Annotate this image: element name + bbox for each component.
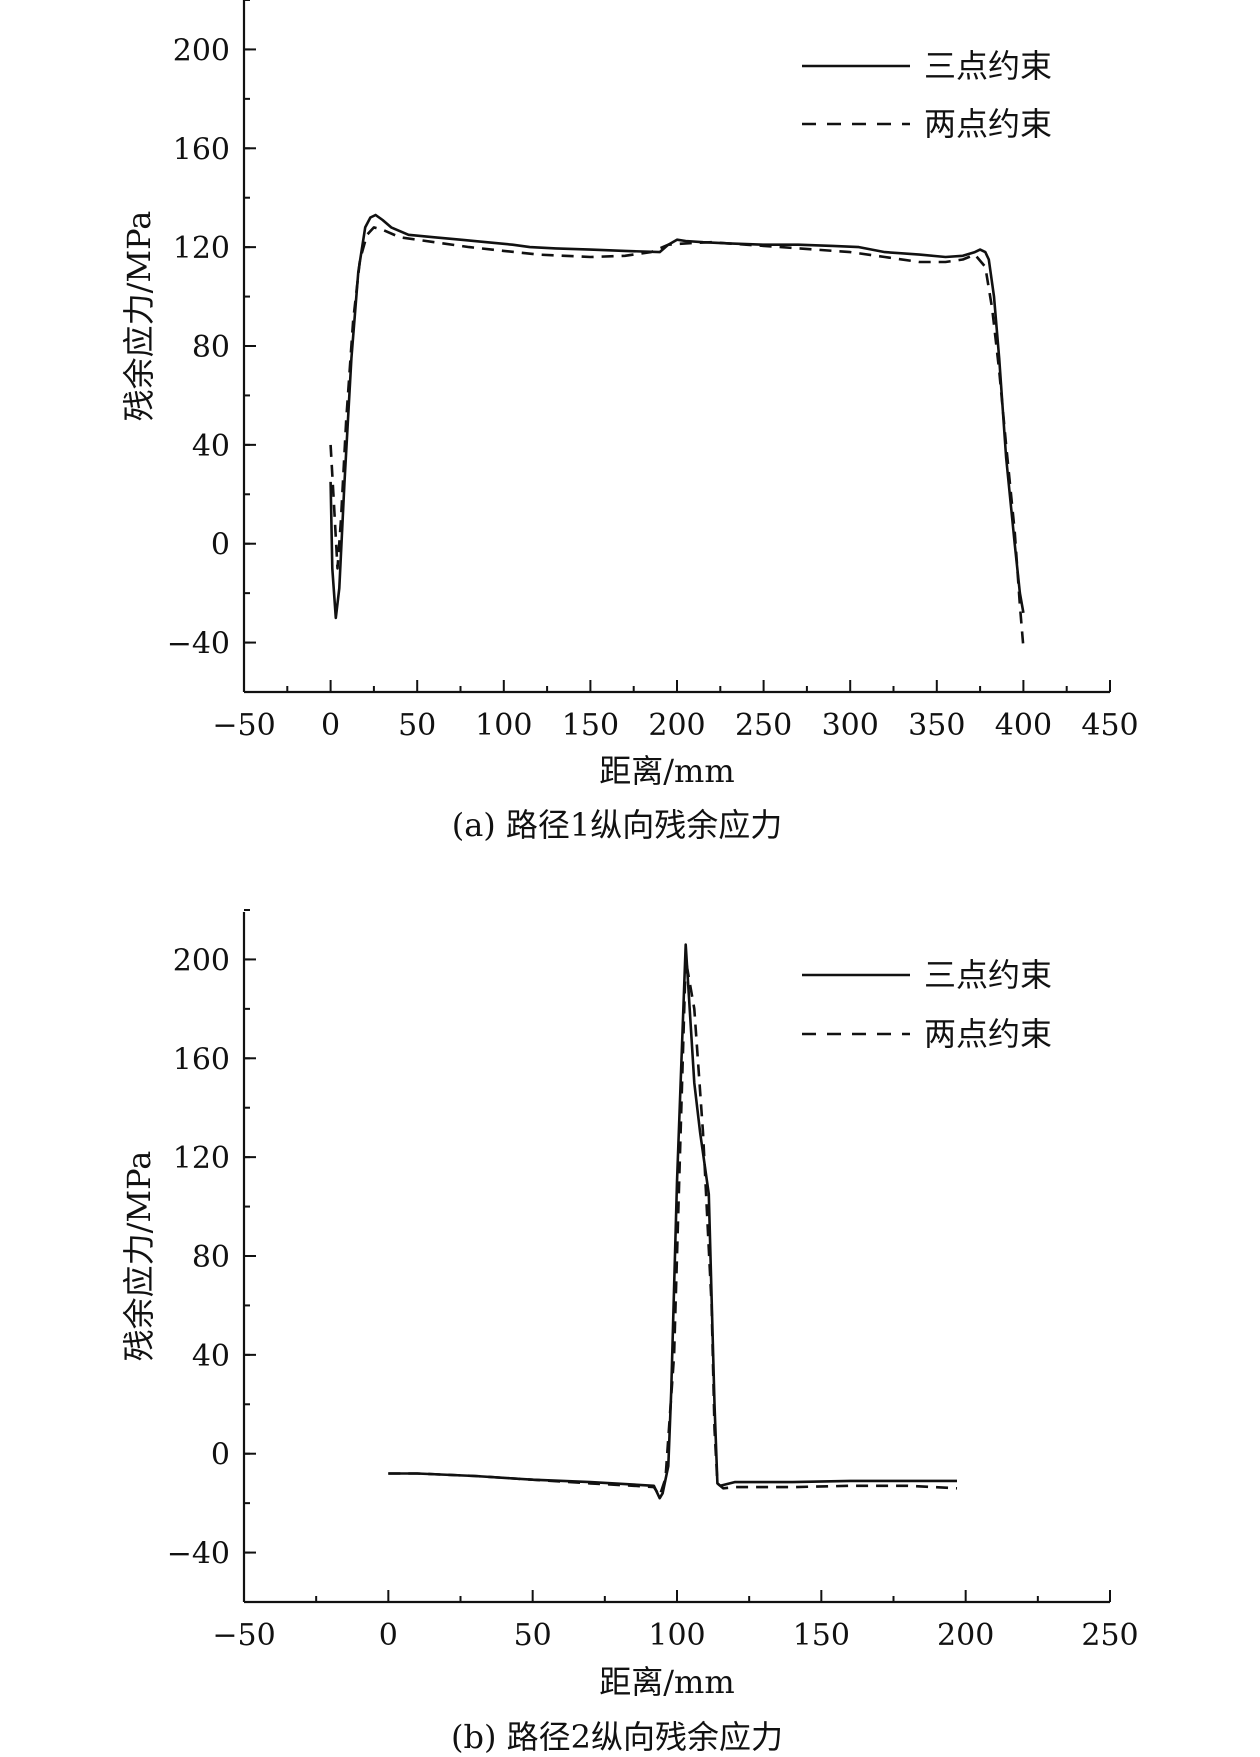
chart-a-x-tick-label: 450 xyxy=(1081,708,1138,743)
chart-b-y-tick-label: 80 xyxy=(192,1240,230,1275)
chart-a-series-two-point-line xyxy=(329,226,1025,648)
chart-b-x-tick-label: 250 xyxy=(1081,1618,1138,1653)
chart-b-x-tick-label: 100 xyxy=(648,1618,705,1653)
chart-a-x-tick-label: 50 xyxy=(398,708,436,743)
chart-a-y-tick-label: 40 xyxy=(192,429,230,464)
chart-b-y-tick-label: 40 xyxy=(192,1339,230,1374)
chart-b-caption: (b) 路径2纵向残余应力 xyxy=(451,1718,783,1756)
chart-a-legend-label: 两点约束 xyxy=(924,105,1052,143)
chart-a-x-tick-label: 250 xyxy=(735,708,792,743)
chart-a-caption: (a) 路径1纵向残余应力 xyxy=(452,806,783,844)
chart-a-y-tick-label: −40 xyxy=(167,627,230,662)
chart-a-x-tick-label: 0 xyxy=(321,708,340,743)
chart-b-x-tick-label: 150 xyxy=(793,1618,850,1653)
chart-b: −50 0 50 100 150 200 250 −40 0 40 80 120 160 200 距离/mm… xyxy=(120,909,1139,1756)
chart-a-legend-label: 三点约束 xyxy=(924,47,1052,85)
chart-a-x-tick-label: 400 xyxy=(995,708,1052,743)
chart-a-y-tick-label: 160 xyxy=(173,132,230,167)
chart-a-y-tick-label: 0 xyxy=(211,528,230,563)
chart-a-series-three-point-line xyxy=(329,213,1025,620)
chart-a-x-tick-label: 200 xyxy=(648,708,705,743)
chart-b-x-tick-label: 200 xyxy=(937,1618,994,1653)
chart-a-x-axis-title: 距离/mm xyxy=(599,752,734,790)
chart-b-y-tick-label: −40 xyxy=(167,1537,230,1572)
chart-b-x-tick-label: 0 xyxy=(379,1618,398,1653)
chart-a-x-tick-label: −50 xyxy=(212,708,275,743)
chart-b-legend-label: 三点约束 xyxy=(924,956,1052,994)
chart-a-x-tick-label: 150 xyxy=(562,708,619,743)
chart-b-y-tick-label: 200 xyxy=(173,943,230,978)
chart-b-x-axis-title: 距离/mm xyxy=(599,1663,734,1701)
chart-b-y-axis-title: 残余应力/MPa xyxy=(120,1151,158,1362)
chart-b-y-tick-label: 120 xyxy=(173,1141,230,1176)
chart-a: −50 0 50 100 150 200 250 300 350 400 450 −40 0 40 80 12… xyxy=(120,0,1139,844)
chart-b-series-three-point-line xyxy=(388,943,957,1500)
chart-b-series-two-point-line xyxy=(388,958,958,1497)
chart-b-x-tick-label: −50 xyxy=(212,1618,275,1653)
chart-a-x-tick-label: 300 xyxy=(822,708,879,743)
chart-b-x-tick-label: 50 xyxy=(514,1618,552,1653)
chart-b-y-tick-label: 0 xyxy=(211,1438,230,1473)
chart-a-y-axis-title: 残余应力/MPa xyxy=(120,211,158,422)
chart-b-legend-label: 两点约束 xyxy=(924,1015,1052,1053)
chart-a-x-tick-label: 350 xyxy=(908,708,965,743)
chart-a-x-tick-label: 100 xyxy=(475,708,532,743)
chart-a-y-tick-label: 120 xyxy=(173,231,230,266)
chart-a-y-tick-label: 80 xyxy=(192,330,230,365)
chart-b-y-tick-label: 160 xyxy=(173,1042,230,1077)
chart-a-y-tick-label: 200 xyxy=(173,33,230,68)
